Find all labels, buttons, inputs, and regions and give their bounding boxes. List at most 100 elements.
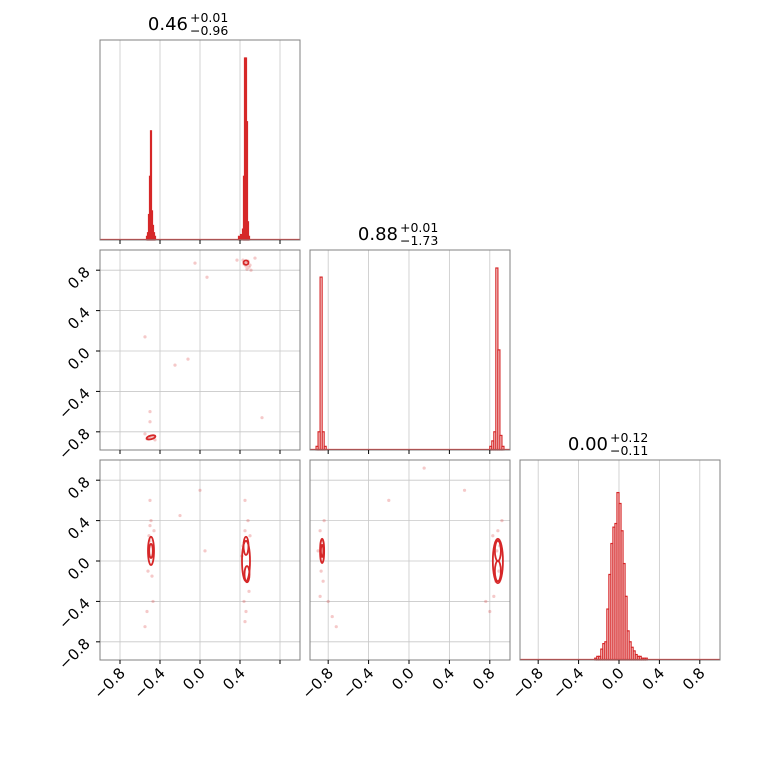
scatter-point (484, 599, 488, 604)
scatter-point (173, 363, 177, 367)
scatter-point (322, 519, 326, 523)
y-tick-label: 0.4 (64, 514, 94, 544)
y-tick-label: 0.0 (64, 554, 94, 584)
y-tick-label: 0.0 (64, 344, 94, 374)
panel-frame (309, 249, 511, 451)
density-contour (320, 543, 325, 558)
scatter-point (491, 534, 495, 538)
scatter-point (143, 625, 147, 629)
scatter-point (242, 599, 246, 604)
scatter-point (248, 534, 252, 538)
scatter-point (243, 498, 247, 503)
scatter-point (488, 609, 492, 614)
scatter-point (422, 466, 426, 470)
y-tick-label: −0.4 (55, 594, 93, 632)
x-tick-label: 0.8 (469, 664, 499, 694)
scatter-point (186, 357, 190, 361)
y-tick-label: −0.8 (55, 635, 93, 673)
x-tick-label: 0.4 (639, 664, 669, 694)
scatter-point (198, 488, 202, 492)
scatter-point (247, 589, 251, 593)
scatter-point (235, 258, 239, 262)
scatter-point (152, 529, 156, 533)
scatter-point (178, 513, 182, 518)
density-contour (148, 542, 154, 559)
scatter-point (318, 529, 322, 533)
x-tick-label: 0.8 (679, 664, 709, 694)
scatter-point (149, 519, 153, 523)
density-contour (241, 539, 251, 583)
scatter-point (249, 268, 253, 272)
scatter-point (334, 625, 338, 629)
scatter-point (248, 263, 252, 267)
panel-frame (309, 459, 511, 661)
scatter-point (496, 529, 500, 533)
scatter-point (148, 410, 152, 414)
scatter-point (260, 416, 264, 420)
panel-title-minus: −0.96 (190, 23, 228, 38)
x-tick-label: −0.8 (509, 664, 547, 702)
y-tick-label: 0.4 (64, 304, 94, 334)
scatter-point (462, 488, 467, 492)
x-tick-label: −0.8 (299, 664, 337, 702)
scatter-point (151, 599, 155, 604)
x-tick-label: 0.0 (179, 664, 209, 694)
scatter-point (316, 549, 320, 553)
scatter-point (143, 432, 147, 436)
x-tick-label: −0.4 (549, 664, 587, 702)
x-tick-label: 0.4 (429, 664, 459, 694)
x-tick-label: 0.0 (388, 664, 418, 694)
scatter-point (150, 574, 154, 578)
scatter-point (318, 594, 322, 598)
data-layer (100, 57, 720, 661)
grid-layer (100, 40, 701, 660)
x-tick-label: −0.4 (339, 664, 377, 702)
panel-title-plus: +0.01 (190, 10, 228, 25)
scatter-point (245, 267, 249, 271)
scatter-point (492, 594, 496, 598)
x-tick-label: 0.0 (598, 664, 628, 694)
scatter-point (247, 265, 251, 269)
frame-layer (96, 39, 721, 664)
y-tick-label: 0.8 (64, 263, 94, 293)
scatter-point (145, 609, 149, 614)
scatter-point (497, 569, 501, 573)
scatter-point (330, 614, 334, 619)
scatter-point (387, 498, 391, 503)
y-tick-label: −0.8 (55, 425, 93, 463)
scatter-point (253, 256, 257, 260)
density-contour (242, 259, 250, 266)
scatter-point (243, 620, 247, 624)
x-tick-label: −0.4 (130, 664, 168, 702)
scatter-point (321, 579, 325, 583)
scatter-point (143, 335, 147, 339)
scatter-point (193, 261, 197, 265)
y-tick-label: −0.4 (55, 384, 93, 422)
panel-title-plus: +0.01 (400, 220, 438, 235)
histogram-bin (319, 276, 323, 451)
panel-title-value: 0.46 (148, 14, 188, 35)
scatter-point (205, 275, 209, 279)
scatter-point (148, 498, 152, 503)
scatter-point (495, 549, 499, 553)
panel-frame (519, 459, 721, 661)
density-contour (145, 434, 157, 441)
scatter-point (246, 519, 250, 523)
panel-title-value: 0.88 (358, 224, 398, 245)
density-contour (493, 560, 502, 583)
panel-title-minus: −1.73 (400, 233, 438, 248)
scatter-point (146, 569, 150, 573)
scatter-point (148, 420, 152, 424)
scatter-point (244, 609, 248, 614)
scatter-point (500, 519, 504, 523)
density-contour (491, 537, 504, 585)
panel-title-minus: −0.11 (610, 443, 648, 458)
scatter-point (243, 529, 247, 533)
y-tick-label: 0.8 (64, 473, 94, 503)
panel-title-value: 0.00 (568, 434, 608, 455)
scatter-point (148, 524, 152, 528)
scatter-point (319, 569, 323, 573)
density-contour (147, 535, 155, 566)
scatter-point (326, 599, 330, 604)
